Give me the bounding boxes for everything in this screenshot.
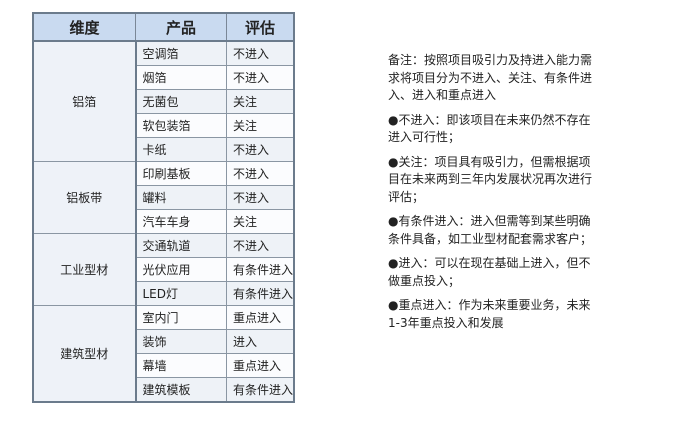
table-row: 卡纸 不进入 [33, 137, 295, 162]
note-line: 入、进入和重点进入 [388, 88, 497, 102]
note-line: 做重点投入； [388, 273, 461, 288]
product-cell: 建筑模板 [135, 377, 227, 403]
evaluation-cell: 不进入 [226, 137, 295, 162]
evaluation-cell: 不进入 [226, 65, 295, 90]
notes-panel: 备注：按照项目吸引力及持进入能力需 求将项目分为不进入、关注、有条件进 入、进入和重… [388, 52, 688, 339]
product-cell: 室内门 [135, 305, 227, 330]
dimension-cell: 建筑型材 [32, 305, 137, 403]
evaluation-cell: 不进入 [226, 40, 295, 66]
product-cell: 汽车车身 [135, 209, 227, 234]
product-cell: LED灯 [135, 281, 227, 306]
evaluation-cell: 有条件进入 [226, 281, 295, 306]
evaluation-cell: 重点进入 [226, 305, 295, 330]
table-row: 汽车车身 关注 [33, 209, 295, 234]
table-row: 建筑模板 有条件进入 [33, 377, 295, 403]
note-line: ●重点进入：作为未来重要业务，未来 [388, 298, 591, 312]
note-line: ●进入：可以在现在基础上进入，但不 [388, 256, 591, 270]
note-line: 条件具备，如工业型材配套需求客户； [388, 231, 593, 246]
evaluation-cell: 不进入 [226, 233, 295, 258]
note-line: 评估； [388, 189, 425, 204]
note-paragraph: ●关注：项目具有吸引力，但需根据项 目在未来两到三年内发展状况再次进行 评估； [388, 154, 688, 207]
note-line: 求将项目分为不进入、关注、有条件进 [388, 70, 593, 85]
note-paragraph: ●重点进入：作为未来重要业务，未来 1-3年重点投入和发展 [388, 297, 688, 332]
table-row: 建筑型材 室内门 重点进入 [32, 305, 295, 403]
evaluation-cell: 不进入 [226, 185, 295, 210]
note-line: ●有条件进入：进入但需等到某些明确 [388, 214, 591, 228]
product-cell: 软包装箔 [135, 113, 227, 138]
note-line: 备注：按照项目吸引力及持进入能力需 [388, 53, 593, 67]
evaluation-cell: 有条件进入 [226, 377, 295, 403]
product-cell: 幕墙 [135, 353, 227, 378]
dimension-cell: 铝箔 [32, 40, 137, 162]
column-header: 产品 [135, 12, 227, 42]
evaluation-cell: 关注 [226, 209, 295, 234]
product-cell: 烟箔 [135, 65, 227, 90]
table-row: 软包装箔 关注 [33, 113, 295, 138]
note-line: ●不进入：即该项目在未来仍然不存在 [388, 112, 591, 127]
product-cell: 空调箔 [135, 40, 227, 66]
note-line: 进入可行性； [388, 130, 461, 144]
note-paragraph: ●进入：可以在现在基础上进入，但不 做重点投入； [388, 255, 688, 290]
table-row: 铝板带 印刷基板 不进入 [32, 161, 295, 234]
table-row: LED灯 有条件进入 [33, 281, 295, 306]
column-header: 评估 [226, 12, 295, 42]
evaluation-cell: 关注 [226, 113, 295, 138]
note-line: 1-3年重点投入和发展 [388, 315, 504, 330]
note-line: 目在未来两到三年内发展状况再次进行 [388, 172, 593, 186]
note-paragraph: ●不进入：即该项目在未来仍然不存在 进入可行性； [388, 112, 688, 147]
evaluation-cell: 有条件进入 [226, 257, 295, 282]
evaluation-cell: 不进入 [226, 161, 295, 186]
note-paragraph: ●有条件进入：进入但需等到某些明确 条件具备，如工业型材配套需求客户； [388, 213, 688, 248]
evaluation-cell: 进入 [226, 329, 295, 354]
table-row: 光伏应用 有条件进入 [33, 257, 295, 282]
product-cell: 交通轨道 [135, 233, 227, 258]
note-paragraph: 备注：按照项目吸引力及持进入能力需 求将项目分为不进入、关注、有条件进 入、进入和重… [388, 52, 688, 105]
product-cell: 卡纸 [135, 137, 227, 162]
table-row: 罐料 不进入 [33, 185, 295, 210]
table-row: 工业型材 交通轨道 不进入 [32, 233, 295, 306]
product-cell: 光伏应用 [135, 257, 227, 282]
evaluation-cell: 重点进入 [226, 353, 295, 378]
table-row: 烟箔 不进入 [33, 65, 295, 90]
evaluation-table: 维度 产品 评估 铝箔 空调箔 不进入 烟箔 不进入 无菌包 关注 软包装箔 关注 卡纸 不进入 铝板带印… [32, 12, 296, 403]
column-header: 维度 [32, 12, 136, 42]
product-cell: 印刷基板 [135, 161, 227, 186]
product-cell: 无菌包 [135, 89, 227, 114]
product-cell: 罐料 [135, 185, 227, 210]
table-row: 铝箔 空调箔 不进入 [32, 40, 295, 162]
note-line: ●关注：项目具有吸引力，但需根据项 [388, 154, 591, 169]
evaluation-cell: 关注 [226, 89, 295, 114]
product-cell: 装饰 [135, 329, 227, 354]
dimension-cell: 工业型材 [32, 233, 137, 306]
table-row: 幕墙 重点进入 [33, 353, 295, 378]
dimension-cell: 铝板带 [32, 161, 137, 234]
